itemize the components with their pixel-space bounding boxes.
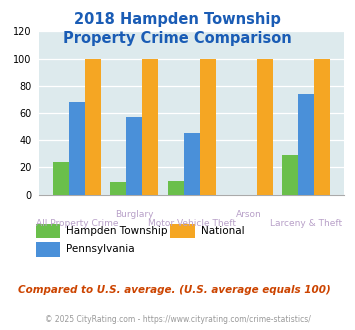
- Bar: [69, 102, 85, 195]
- Bar: [53, 162, 69, 195]
- Text: Compared to U.S. average. (U.S. average equals 100): Compared to U.S. average. (U.S. average …: [18, 285, 331, 295]
- Bar: [184, 133, 200, 195]
- Text: © 2025 CityRating.com - https://www.cityrating.com/crime-statistics/: © 2025 CityRating.com - https://www.city…: [45, 315, 310, 324]
- Text: Motor Vehicle Theft: Motor Vehicle Theft: [148, 219, 236, 228]
- Bar: [298, 94, 315, 195]
- Bar: [315, 58, 331, 195]
- Bar: [257, 58, 273, 195]
- Bar: [110, 182, 126, 195]
- Bar: [142, 58, 158, 195]
- Bar: [85, 58, 101, 195]
- Bar: [168, 181, 184, 195]
- Text: Arson: Arson: [236, 210, 262, 218]
- Text: National: National: [201, 226, 244, 236]
- Text: Property Crime Comparison: Property Crime Comparison: [63, 31, 292, 46]
- Text: Hampden Township: Hampden Township: [66, 226, 167, 236]
- Text: 2018 Hampden Township: 2018 Hampden Township: [74, 12, 281, 26]
- Text: Burglary: Burglary: [115, 210, 154, 218]
- Text: All Property Crime: All Property Crime: [36, 219, 118, 228]
- Bar: [282, 155, 298, 195]
- Text: Pennsylvania: Pennsylvania: [66, 244, 134, 254]
- Bar: [126, 117, 142, 195]
- Text: Larceny & Theft: Larceny & Theft: [270, 219, 343, 228]
- Bar: [200, 58, 216, 195]
